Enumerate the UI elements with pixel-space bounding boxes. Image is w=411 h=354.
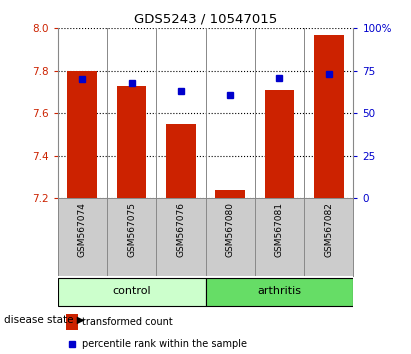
Bar — [206, 278, 353, 306]
Text: percentile rank within the sample: percentile rank within the sample — [82, 339, 247, 349]
Text: GSM567075: GSM567075 — [127, 202, 136, 257]
Title: GDS5243 / 10547015: GDS5243 / 10547015 — [134, 13, 277, 26]
Bar — [67, 71, 97, 198]
Text: GSM567074: GSM567074 — [78, 202, 87, 257]
Bar — [166, 124, 196, 198]
Text: disease state ▶: disease state ▶ — [4, 314, 85, 325]
Text: GSM567076: GSM567076 — [176, 202, 185, 257]
Text: GSM567082: GSM567082 — [324, 202, 333, 257]
Bar — [117, 86, 146, 198]
Bar — [66, 314, 78, 330]
Text: transformed count: transformed count — [82, 317, 173, 327]
Text: arthritis: arthritis — [257, 286, 302, 296]
Text: GSM567080: GSM567080 — [226, 202, 235, 257]
Bar — [265, 90, 294, 198]
Bar — [58, 278, 206, 306]
Text: GSM567081: GSM567081 — [275, 202, 284, 257]
Bar — [215, 190, 245, 198]
Text: control: control — [112, 286, 151, 296]
Bar — [314, 35, 344, 198]
